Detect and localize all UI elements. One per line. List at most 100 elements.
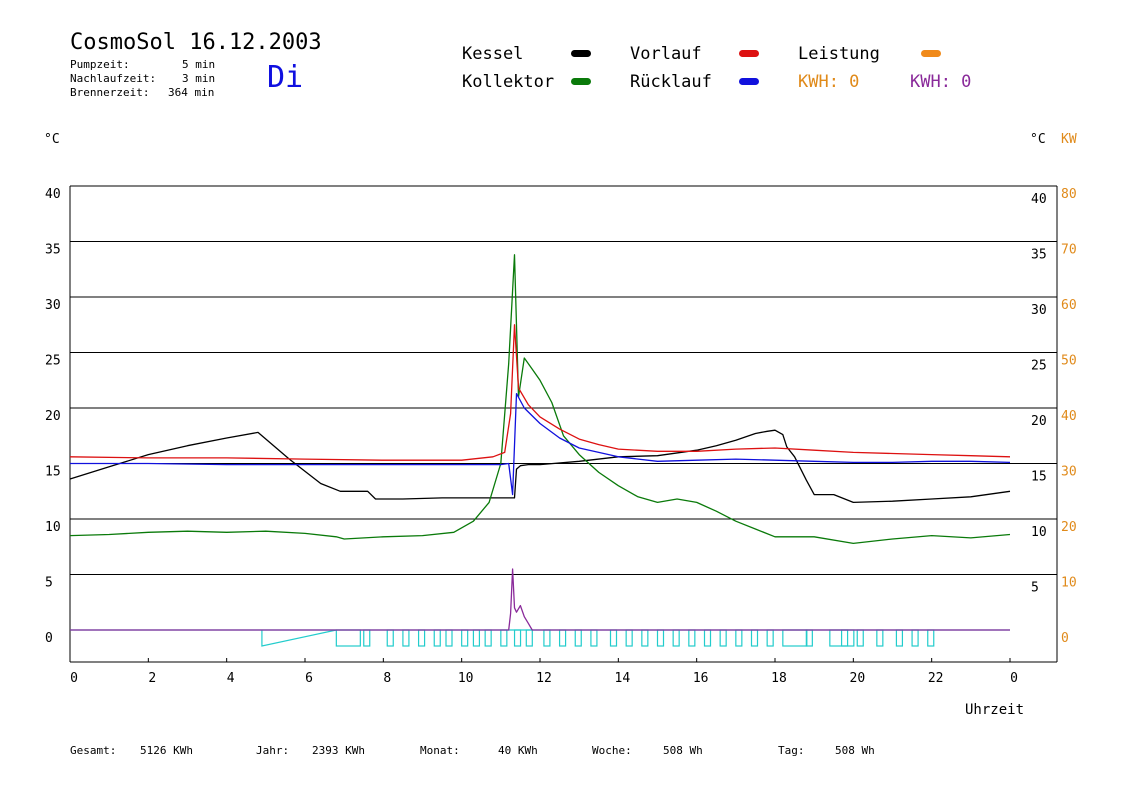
legend-leistung-swatch (921, 50, 941, 57)
x-tick-label: 20 (850, 671, 866, 686)
footer-tag-value: 508 Wh (835, 744, 875, 757)
pump-ramp (261, 629, 337, 647)
pump-pulse (750, 629, 759, 647)
x-axis-label: Uhrzeit (965, 702, 1025, 718)
y-tick-label: 10 (45, 520, 61, 535)
y2-tick-label: 70 (1061, 243, 1077, 258)
x-tick-label: 0 (1010, 671, 1018, 686)
x-tick-label: 22 (928, 671, 944, 686)
pump-pulse (402, 629, 410, 647)
x-tick-label: 2 (148, 671, 156, 686)
y-tick-label: 40 (45, 187, 61, 202)
pump-pulse (525, 629, 533, 647)
pump-pulse (911, 629, 919, 647)
x-tick-label: 16 (693, 671, 709, 686)
pump-pulse (688, 629, 696, 647)
weekday-label: Di (267, 60, 304, 95)
pump-pulse (703, 629, 712, 647)
legend-leistung-label: Leistung (798, 44, 880, 64)
pump-value: 5 min (182, 58, 216, 71)
x-tick-label: 14 (615, 671, 631, 686)
y2-tick-label: 10 (1061, 576, 1077, 591)
y2-tick-label: 20 (1061, 520, 1077, 535)
x-tick-label: 12 (536, 671, 552, 686)
pump-pulse (513, 629, 522, 647)
y-tick-label-right: 30 (1031, 303, 1047, 318)
pump-pulse (590, 629, 598, 647)
right-axis-unit: °C (1030, 132, 1046, 147)
pump-pulse (363, 629, 371, 647)
footer-woche-value: 508 Wh (663, 744, 703, 757)
y-tick-label: 5 (45, 576, 53, 591)
y-tick-label: 30 (45, 298, 61, 313)
y-tick-label: 15 (45, 465, 61, 480)
y-tick-label: 25 (45, 354, 61, 369)
y-tick-label-right: 25 (1031, 359, 1047, 374)
x-tick-label: 4 (227, 671, 235, 686)
y2-tick-label: 0 (1061, 631, 1069, 646)
pump-pulse (609, 629, 618, 647)
footer-gesamt-label: Gesamt: (70, 744, 117, 757)
y-tick-label-right: 15 (1031, 470, 1047, 485)
pump-pulse (782, 629, 808, 647)
pump-pulse (672, 629, 680, 647)
pump-pulse (840, 629, 849, 647)
y-tick-label-right: 10 (1031, 525, 1047, 540)
x-tick-label: 0 (70, 671, 78, 686)
pump-pulse (656, 629, 665, 647)
pump-pulse (417, 629, 426, 647)
pump-pulse (927, 629, 935, 647)
footer-jahr-value: 2393 KWh (312, 744, 365, 757)
y-tick-label-right: 40 (1031, 192, 1047, 207)
footer-gesamt-value: 5126 KWh (140, 744, 193, 757)
legend-kessel-swatch (571, 50, 591, 57)
brenner-value: 364 min (168, 86, 215, 99)
legend-kessel-label: Kessel (462, 44, 524, 64)
y2-tick-label: 80 (1061, 187, 1077, 202)
legend-kollektor-swatch (571, 78, 591, 85)
series-leistung-line (70, 568, 1010, 631)
series-kollektor-line (69, 254, 1011, 545)
legend-vorlauf-swatch (739, 50, 759, 57)
y2-tick-label: 50 (1061, 354, 1077, 369)
pump-pulse (335, 629, 361, 647)
series-vorlauf-line (69, 324, 1011, 461)
pump-pulse (484, 629, 492, 647)
footer-tag-label: Tag: (778, 744, 805, 757)
footer-jahr-label: Jahr: (256, 744, 290, 757)
legend-kwh-label: KWH: 0 (798, 72, 860, 92)
pump-pulse (766, 629, 774, 647)
nachlauf-label: Nachlaufzeit: (70, 72, 157, 85)
y-tick-label: 20 (45, 409, 61, 424)
pump-pulse (445, 629, 453, 647)
right-axis-unit-kw: KW (1061, 132, 1077, 147)
legend-kwh2-label: KWH: 0 (910, 72, 972, 92)
y-tick-label-right: 20 (1031, 414, 1047, 429)
series-rcklauf-line (70, 392, 1011, 496)
y-tick-label: 35 (45, 243, 61, 258)
x-tick-label: 18 (771, 671, 787, 686)
pump-pulse (719, 629, 727, 647)
pump-pulse (876, 629, 884, 647)
y-tick-label-right: 35 (1031, 248, 1047, 263)
legend-vorlauf-label: Vorlauf (630, 44, 702, 64)
x-tick-label: 6 (305, 671, 313, 686)
y-tick-label: 0 (45, 631, 53, 646)
pump-pulse (574, 629, 582, 647)
legend-ruecklauf-label: Rücklauf (630, 72, 712, 92)
footer-woche-label: Woche: (592, 744, 632, 757)
brenner-label: Brennerzeit: (70, 86, 150, 99)
pump-label: Pumpzeit: (70, 58, 130, 71)
legend-kollektor-label: Kollektor (462, 72, 555, 92)
pump-pulse (472, 629, 481, 647)
footer-monat-value: 40 KWh (498, 744, 538, 757)
pump-pulse (641, 629, 649, 647)
x-tick-label: 8 (383, 671, 391, 686)
pump-pulse (386, 629, 394, 647)
pump-pulse (558, 629, 567, 647)
legend-ruecklauf-swatch (739, 78, 759, 85)
series-kessel-line (69, 429, 1011, 504)
pump-pulse (625, 629, 633, 647)
pump-pulse (895, 629, 904, 647)
